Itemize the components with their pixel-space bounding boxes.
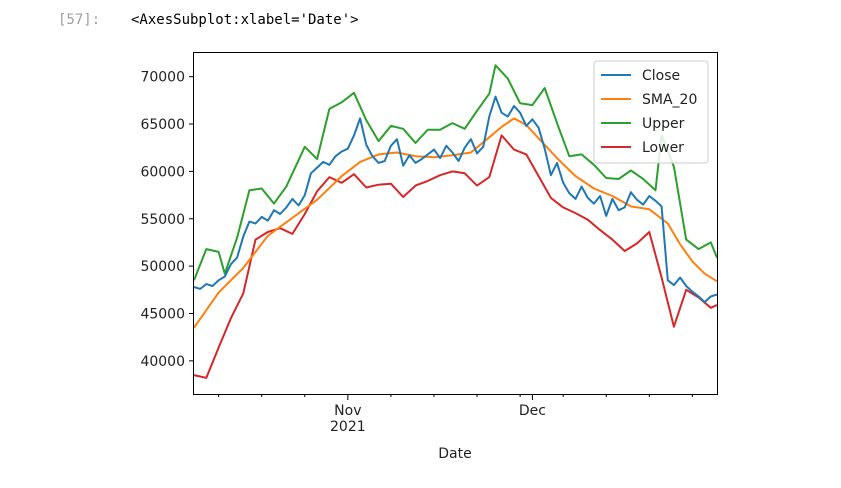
series-lines <box>193 64 718 379</box>
execution-prompt: [57]: <box>58 12 101 28</box>
x-tick-label: Dec <box>519 403 546 419</box>
output-text: <AxesSubplot:xlabel='Date'> <box>131 12 359 28</box>
legend-label: Close <box>642 68 680 84</box>
series-line-close <box>193 95 718 304</box>
y-axis: 40000 45000 50000 55000 60000 65000 70000 <box>140 70 194 370</box>
legend-box <box>593 60 709 164</box>
y-tick-label: 50000 <box>140 259 185 275</box>
legend-label: Upper <box>642 116 685 132</box>
y-tick-label: 55000 <box>140 212 185 228</box>
plot-frame <box>193 52 718 395</box>
x-tick-label: Nov <box>334 403 361 419</box>
y-tick-label: 45000 <box>140 306 185 322</box>
y-tick-label: 60000 <box>140 164 185 180</box>
series-line-upper <box>193 64 718 281</box>
series-line-sma-20 <box>193 117 718 329</box>
legend-label: Lower <box>642 140 684 156</box>
x-axis-label: Date <box>438 446 471 462</box>
y-tick-label: 65000 <box>140 117 185 133</box>
legend-label: SMA_20 <box>642 92 697 108</box>
y-tick-label: 70000 <box>140 70 185 86</box>
legend: Close SMA_20 Upper Lower <box>593 60 709 164</box>
x-tick-sublabel: 2021 <box>330 419 366 435</box>
series-line-lower <box>193 134 718 379</box>
y-tick-label: 40000 <box>140 354 185 370</box>
